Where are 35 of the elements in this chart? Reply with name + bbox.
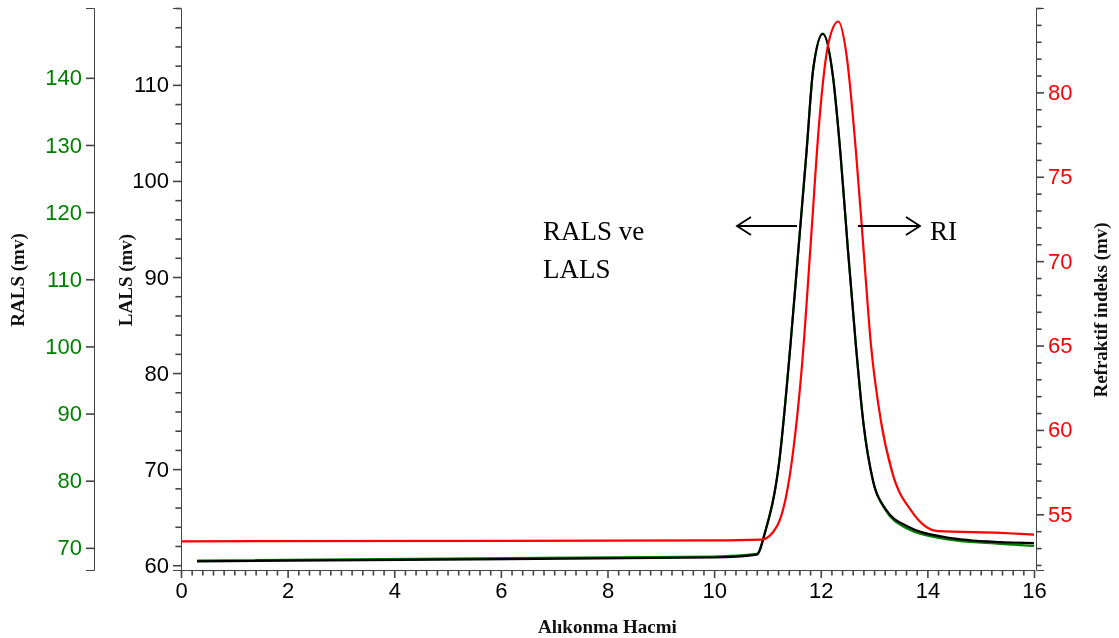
y3-tick-label: 100: [45, 333, 82, 359]
y2-tick-label: 80: [1048, 79, 1073, 105]
y3-tick-label: 80: [57, 468, 82, 494]
annotation: RI: [930, 216, 958, 246]
x-axis-title: Alıkonma Hacmi: [538, 616, 677, 637]
x-tick-label: 8: [601, 577, 615, 603]
y-tick-label: 70: [144, 456, 169, 482]
y3-tick-label: 110: [46, 266, 82, 292]
y-tick-label: 100: [132, 168, 169, 194]
x-tick-label: 14: [915, 577, 941, 603]
y2-tick-label: 65: [1048, 333, 1073, 359]
y2-tick-label: 55: [1048, 501, 1073, 527]
annotation: RALS ve LALS: [543, 216, 645, 284]
x-tick-label: 2: [282, 577, 295, 603]
y3-tick-label: 120: [45, 199, 82, 225]
y2-axis-title: Refraktif indeks (mv): [1090, 222, 1112, 398]
y-tick-label: 90: [144, 264, 169, 290]
x-tick-label: 16: [1022, 577, 1047, 603]
y3-tick-label: 130: [45, 132, 82, 158]
y3-tick-label: 70: [57, 535, 82, 561]
x-tick-label: 10: [702, 577, 727, 603]
y2-tick-label: 70: [1048, 248, 1073, 274]
x-tick-label: 0: [175, 577, 188, 603]
x-tick-label: 4: [388, 577, 401, 603]
x-tick-label: 6: [495, 577, 508, 603]
y-tick-label: 60: [144, 552, 169, 578]
y2-tick-label: 75: [1048, 164, 1073, 190]
y3-axis-title: RALS (mv): [7, 233, 29, 327]
y-tick-label: 80: [144, 360, 169, 386]
y3-tick-label: 140: [45, 65, 82, 91]
y-tick-label: 110: [133, 72, 169, 98]
y3-tick-label: 90: [57, 401, 82, 427]
y-axis-title: LALS (mv): [115, 233, 137, 327]
y2-tick-label: 60: [1048, 417, 1073, 443]
x-tick-label: 12: [809, 577, 834, 603]
